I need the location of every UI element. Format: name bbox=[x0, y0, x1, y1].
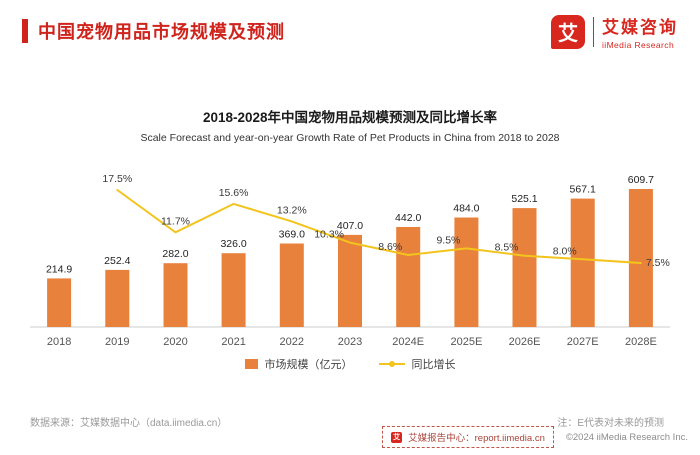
svg-text:13.2%: 13.2% bbox=[277, 204, 307, 216]
bar-line-chart: 214.9 2018 252.4 2019 282.0 2020 326.0 2021 369.… bbox=[30, 99, 670, 351]
report-center-link[interactable]: 艾 艾媒报告中心：report.iimedia.cn bbox=[382, 426, 554, 448]
bottom-bar: 艾 艾媒报告中心：report.iimedia.cn ©2024 iiMedia… bbox=[382, 426, 688, 448]
svg-text:442.0: 442.0 bbox=[395, 212, 421, 224]
svg-text:282.0: 282.0 bbox=[162, 248, 188, 260]
iimedia-logo: 艾 艾媒咨询 iiMedia Research bbox=[551, 13, 678, 50]
svg-text:2027E: 2027E bbox=[567, 336, 599, 348]
svg-text:17.5%: 17.5% bbox=[102, 173, 132, 185]
svg-text:2019: 2019 bbox=[105, 336, 129, 348]
logo-name-en: iiMedia Research bbox=[602, 40, 675, 50]
chart-header: 2018-2028年中国宠物用品规模预测及同比增长率 Scale Forecas… bbox=[0, 106, 700, 144]
chart-subtitle: Scale Forecast and year-on-year Growth R… bbox=[140, 132, 560, 144]
page-title: 中国宠物用品市场规模及预测 bbox=[38, 22, 285, 42]
iimedia-logo-icon: 艾 bbox=[551, 14, 585, 49]
chart-legend: 市场规模（亿元） 同比增长 bbox=[0, 356, 700, 372]
page-header: 中国宠物用品市场规模及预测 bbox=[22, 18, 285, 44]
svg-text:2020: 2020 bbox=[163, 336, 187, 348]
svg-text:2018: 2018 bbox=[47, 336, 71, 348]
svg-text:8.6%: 8.6% bbox=[378, 241, 402, 253]
svg-text:7.5%: 7.5% bbox=[646, 257, 670, 269]
report-center-icon: 艾 bbox=[391, 431, 403, 443]
svg-text:525.1: 525.1 bbox=[511, 193, 537, 205]
svg-text:10.3%: 10.3% bbox=[314, 229, 344, 241]
svg-text:2021: 2021 bbox=[221, 336, 245, 348]
svg-text:8.0%: 8.0% bbox=[553, 245, 577, 257]
svg-text:252.4: 252.4 bbox=[104, 255, 130, 267]
svg-text:8.5%: 8.5% bbox=[495, 242, 519, 254]
data-source: 数据来源：艾媒数据中心（data.iimedia.cn） bbox=[30, 418, 228, 429]
svg-text:2025E: 2025E bbox=[450, 336, 482, 348]
title-accent-bar bbox=[22, 19, 28, 43]
logo-divider bbox=[593, 16, 594, 47]
svg-text:2028E: 2028E bbox=[625, 336, 657, 348]
legend-item-growth: 同比增长 bbox=[378, 356, 456, 372]
legend-item-market-size: 市场规模（亿元） bbox=[244, 356, 353, 372]
legend-bar-label: 市场规模（亿元） bbox=[264, 359, 353, 371]
chart-canvas: 214.9 2018 252.4 2019 282.0 2020 326.0 2021 369.… bbox=[30, 173, 670, 348]
svg-text:484.0: 484.0 bbox=[453, 203, 479, 215]
svg-text:2026E: 2026E bbox=[509, 336, 541, 348]
logo-name-cn: 艾媒咨询 bbox=[602, 18, 678, 37]
svg-text:326.0: 326.0 bbox=[220, 238, 246, 250]
svg-text:2023: 2023 bbox=[338, 336, 362, 348]
svg-text:214.9: 214.9 bbox=[46, 263, 72, 275]
footnotes-row: 数据来源：艾媒数据中心（data.iimedia.cn） 注：E代表对未来的预测 bbox=[30, 414, 664, 429]
legend-line-label: 同比增长 bbox=[411, 359, 456, 371]
svg-text:2022: 2022 bbox=[280, 336, 304, 348]
legend-bar-swatch bbox=[244, 359, 258, 369]
svg-text:407.0: 407.0 bbox=[337, 220, 363, 232]
svg-text:11.7%: 11.7% bbox=[161, 215, 190, 227]
forecast-note: 注：E代表对未来的预测 bbox=[557, 418, 664, 429]
logo-text: 艾媒咨询 iiMedia Research bbox=[602, 13, 678, 50]
svg-text:15.6%: 15.6% bbox=[219, 187, 249, 199]
legend-line-swatch bbox=[378, 361, 405, 367]
svg-text:609.7: 609.7 bbox=[628, 174, 654, 186]
svg-text:9.5%: 9.5% bbox=[436, 234, 460, 246]
svg-text:2024E: 2024E bbox=[392, 336, 424, 348]
copyright: ©2024 iiMedia Research Inc. bbox=[565, 431, 688, 443]
logo-glyph: 艾 bbox=[558, 23, 578, 45]
chart-title: 2018-2028年中国宠物用品规模预测及同比增长率 bbox=[202, 110, 498, 125]
svg-text:567.1: 567.1 bbox=[570, 184, 596, 196]
svg-text:369.0: 369.0 bbox=[279, 229, 305, 241]
report-center-label: 艾媒报告中心：report.iimedia.cn bbox=[408, 433, 545, 444]
